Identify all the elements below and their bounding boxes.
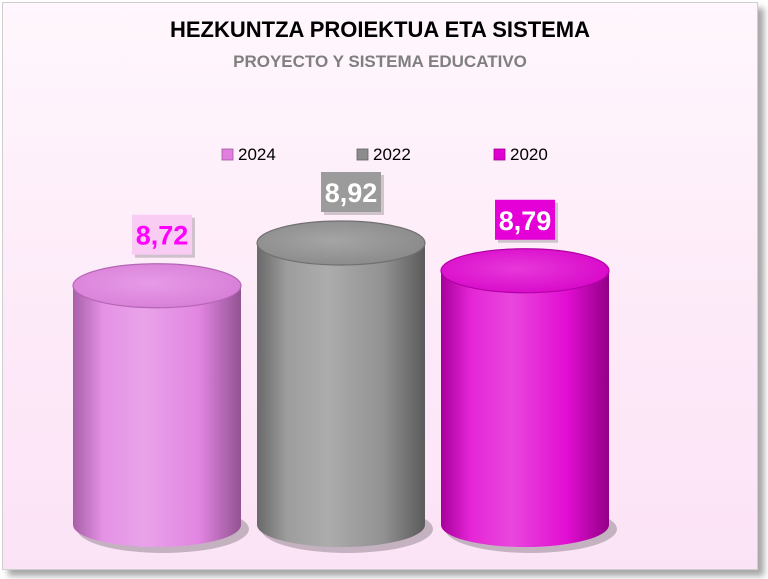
bar-body-2020 bbox=[441, 270, 609, 547]
bar-top-2022 bbox=[256, 220, 426, 266]
legend-label-2020: 2020 bbox=[510, 145, 548, 164]
data-label-text-2022: 8,92 bbox=[325, 178, 378, 208]
legend-label-2024: 2024 bbox=[238, 145, 276, 164]
bar-top-2020 bbox=[440, 248, 610, 294]
chart-title: HEZKUNTZA PROIEKTUA ETA SISTEMA bbox=[169, 17, 591, 42]
data-label-2020: 8,79 bbox=[495, 199, 558, 243]
data-label-2022: 8,92 bbox=[321, 172, 384, 215]
data-label-text-2024: 8,72 bbox=[136, 221, 189, 251]
data-label-text-2020: 8,79 bbox=[499, 206, 552, 236]
legend-key-2022 bbox=[356, 148, 369, 161]
legend-key-2020 bbox=[493, 148, 506, 161]
bar-top-2024 bbox=[72, 263, 242, 309]
bar-body-2022 bbox=[257, 243, 425, 547]
legend-label-2022: 2022 bbox=[373, 145, 411, 164]
legend-key-2024 bbox=[221, 148, 234, 161]
bar-2020 bbox=[440, 248, 617, 553]
data-label-2024: 8,72 bbox=[132, 214, 195, 258]
chart-subtitle: PROYECTO Y SISTEMA EDUCATIVO bbox=[233, 52, 527, 71]
bar-2024 bbox=[72, 263, 249, 553]
bar-body-2024 bbox=[73, 285, 241, 547]
legend: 2024 2022 2020 bbox=[221, 145, 548, 164]
bar-2022 bbox=[256, 220, 433, 553]
